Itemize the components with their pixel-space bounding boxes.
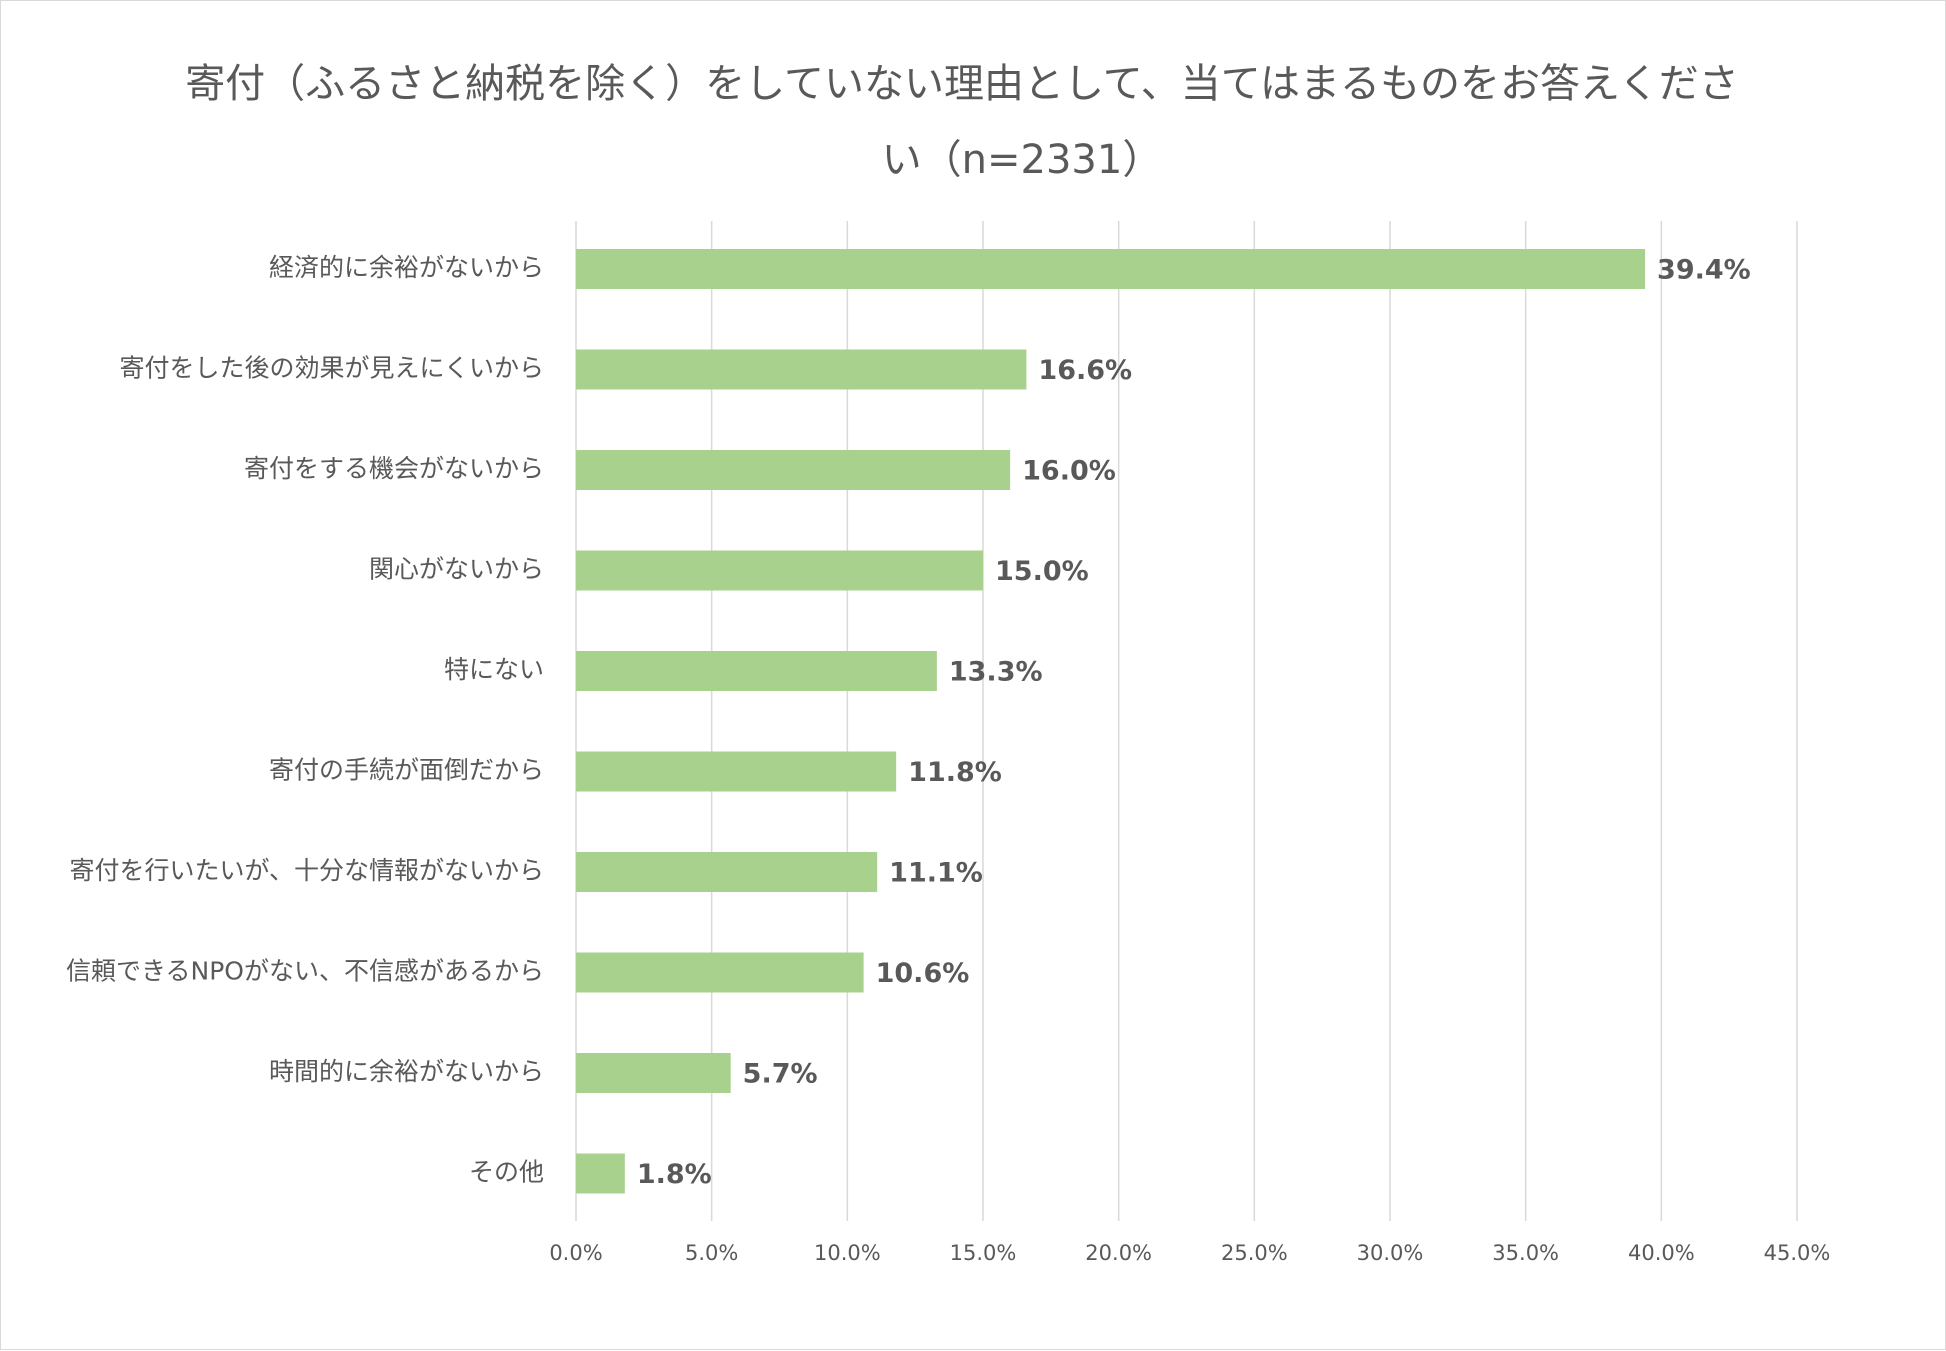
x-tick-label: 45.0%: [1764, 1241, 1831, 1265]
x-tick-label: 30.0%: [1357, 1241, 1424, 1265]
bar: [576, 1153, 625, 1194]
category-label: 特にない: [444, 655, 544, 684]
bars: [576, 249, 1646, 1194]
category-label: 寄付を行いたいが、十分な情報がないから: [69, 856, 544, 885]
category-label: その他: [469, 1158, 544, 1187]
chart-title-line-2: い（n=2331）: [882, 137, 1163, 183]
x-tick-label: 15.0%: [950, 1241, 1017, 1265]
bar: [576, 952, 864, 993]
category-label: 寄付をする機会がないから: [244, 454, 544, 483]
category-label: 経済的に余裕がないから: [269, 253, 544, 282]
category-label: 時間的に余裕がないから: [269, 1057, 544, 1086]
data-label: 13.3%: [949, 657, 1043, 688]
data-label: 16.6%: [1038, 355, 1132, 386]
x-tick-label: 35.0%: [1492, 1241, 1559, 1265]
chart-title-line-1: 寄付（ふるさと納税を除く）をしていない理由として、当てはまるものをお答えくださ: [185, 61, 1739, 107]
bar: [576, 651, 937, 691]
data-label: 15.0%: [995, 556, 1089, 587]
bar: [576, 550, 983, 591]
x-tick-label: 5.0%: [685, 1241, 738, 1265]
x-tick-label: 10.0%: [814, 1241, 881, 1265]
bar: [576, 852, 878, 892]
data-label: 11.1%: [889, 858, 983, 889]
x-tick-label: 40.0%: [1628, 1241, 1695, 1265]
data-label: 39.4%: [1657, 255, 1751, 286]
bar: [576, 450, 1011, 490]
bar: [576, 751, 897, 792]
data-label: 1.8%: [637, 1159, 712, 1190]
data-labels: 39.4% 16.6% 16.0% 15.0% 13.3% 11.8% 11.1% 10.6%…: [637, 255, 1751, 1191]
bar: [576, 249, 1646, 289]
category-label: 寄付をした後の効果が見えにくいから: [119, 354, 544, 383]
bar: [576, 1053, 731, 1093]
x-tick-label: 20.0%: [1085, 1241, 1152, 1265]
x-tick-label: 0.0%: [549, 1241, 602, 1265]
data-label: 16.0%: [1022, 456, 1116, 487]
x-axis-tick-labels: 0.0% 5.0% 10.0% 15.0% 20.0% 25.0% 30.0% 35.0% 40…: [549, 1241, 1830, 1265]
bar: [576, 349, 1027, 390]
data-label: 5.7%: [743, 1059, 818, 1090]
x-tick-label: 25.0%: [1221, 1241, 1288, 1265]
data-label: 11.8%: [908, 757, 1002, 788]
category-label: 関心がないから: [369, 555, 544, 584]
category-label: 寄付の手続が面倒だから: [269, 756, 544, 785]
data-label: 10.6%: [876, 958, 970, 989]
category-labels: 経済的に余裕がないから寄付をした後の効果が見えにくいから寄付をする機会がないから…: [66, 253, 544, 1187]
category-label: 信頼できるNPOがない、不信感があるから: [66, 957, 544, 986]
